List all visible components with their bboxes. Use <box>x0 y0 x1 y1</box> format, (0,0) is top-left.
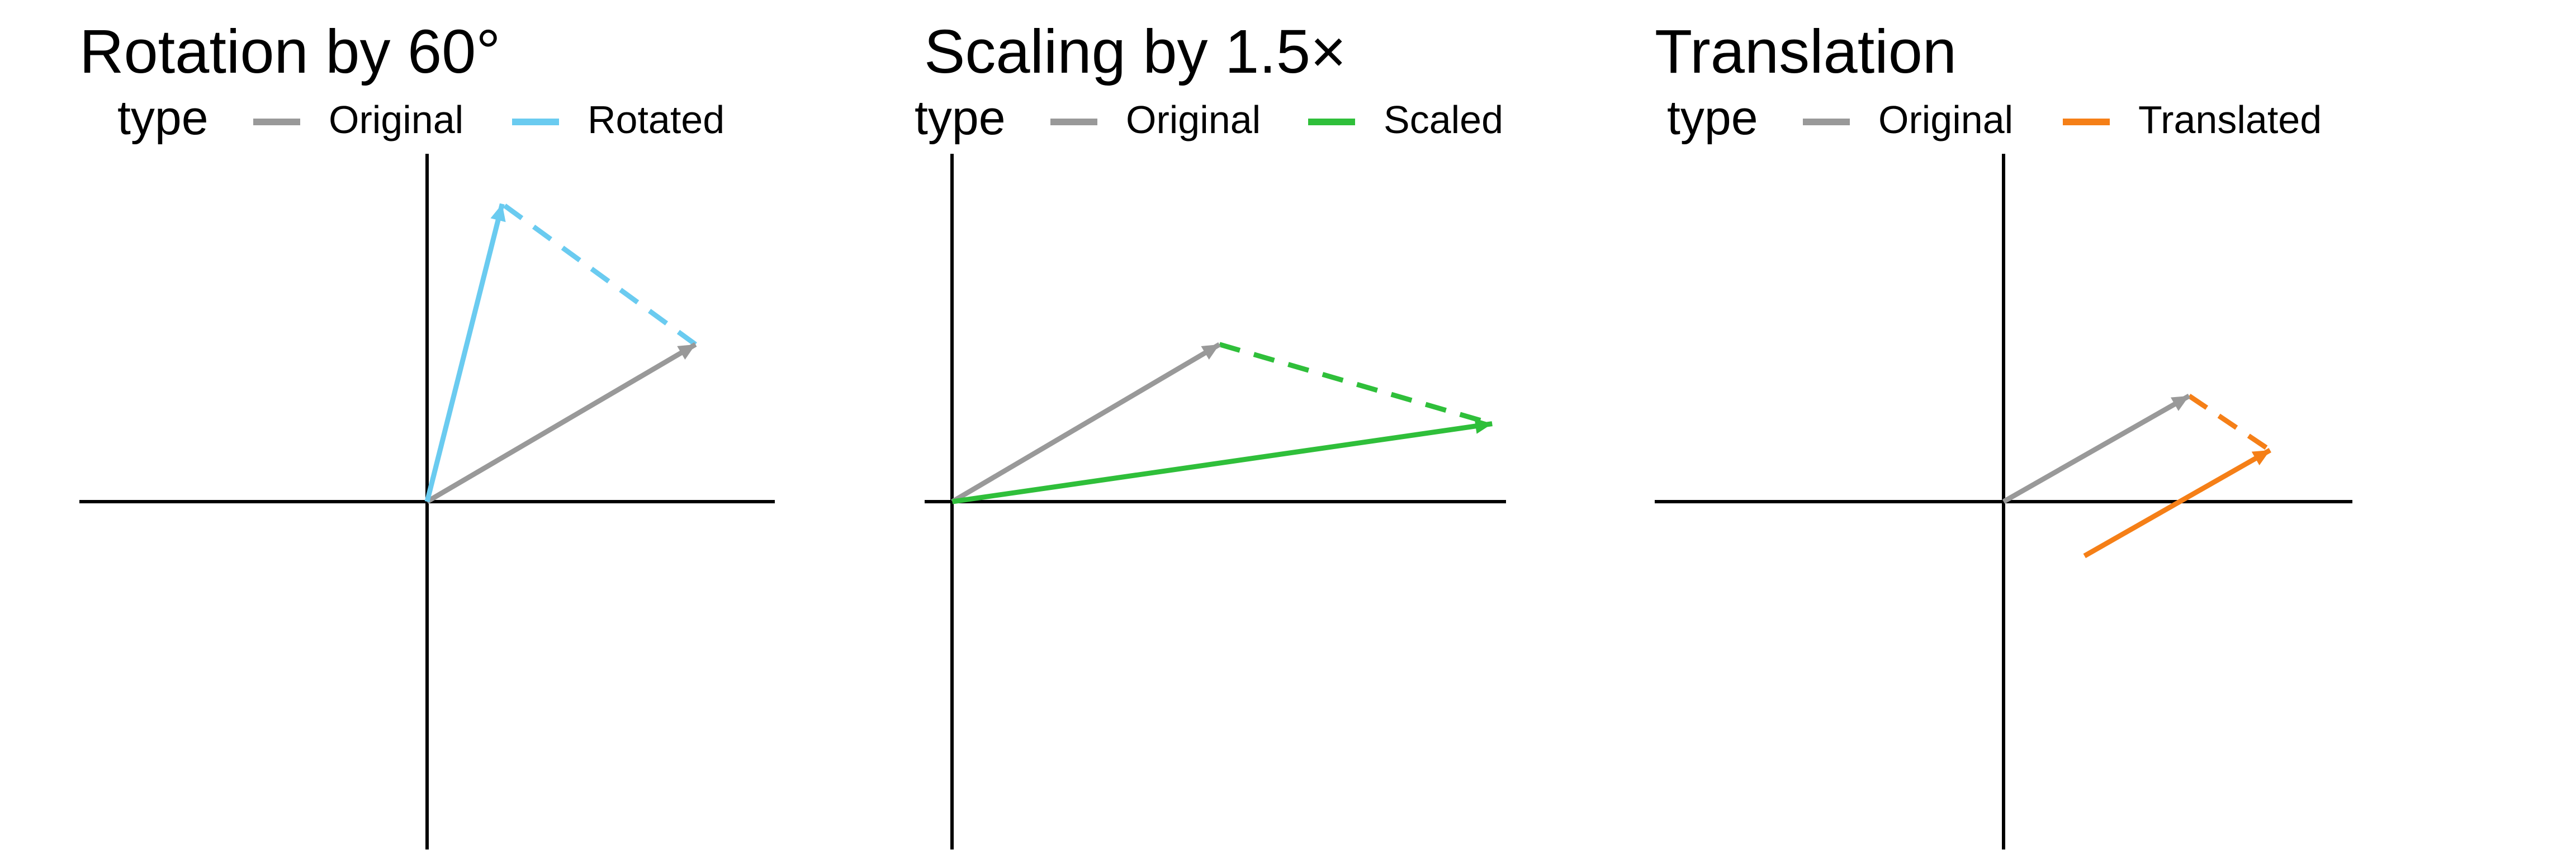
panel-title: Scaling by 1.5× <box>924 17 1346 86</box>
legend: type Original Translated <box>1667 91 2322 145</box>
panel-translation: Translation type Original Translated <box>1655 17 2352 849</box>
panel-rotation: Rotation by 60° type Original Rotated <box>79 17 775 849</box>
legend-label-original: Original <box>329 98 463 141</box>
legend-title: type <box>915 91 1006 145</box>
translated-dashed-connector <box>2187 394 2272 452</box>
scaled-vector <box>951 421 1493 504</box>
vector-marks <box>2002 394 2272 558</box>
original-vector <box>425 342 697 504</box>
original-vector <box>2002 394 2191 504</box>
original-arrowhead <box>2170 395 2189 411</box>
legend: type Original Rotated <box>117 91 724 145</box>
translated-vector <box>2083 448 2271 558</box>
original-arrowhead <box>1201 344 1220 360</box>
rotated-vector <box>424 203 505 503</box>
translated-arrowhead <box>2251 450 2270 465</box>
panel-scaling: Scaling by 1.5× type Original Scaled <box>915 17 1506 849</box>
legend-label-scaled: Scaled <box>1384 98 1503 141</box>
vector-marks <box>951 342 1493 504</box>
legend-title: type <box>117 91 209 145</box>
scaled-arrowhead <box>1474 418 1493 434</box>
legend-title: type <box>1667 91 1758 145</box>
panel-title: Translation <box>1655 17 1957 86</box>
vector-marks <box>424 201 697 504</box>
legend: type Original Scaled <box>915 91 1503 145</box>
panel-title: Rotation by 60° <box>79 17 500 86</box>
legend-label-rotated: Rotated <box>588 98 724 141</box>
scaled-dashed-connector <box>1219 342 1493 426</box>
rotated-dashed-connector <box>500 201 697 347</box>
legend-label-original: Original <box>1126 98 1261 141</box>
original-vector <box>951 342 1221 504</box>
legend-label-original: Original <box>1878 98 2013 141</box>
rotated-arrowhead <box>490 204 506 223</box>
original-arrowhead <box>677 344 696 360</box>
legend-label-translated: Translated <box>2138 98 2322 141</box>
